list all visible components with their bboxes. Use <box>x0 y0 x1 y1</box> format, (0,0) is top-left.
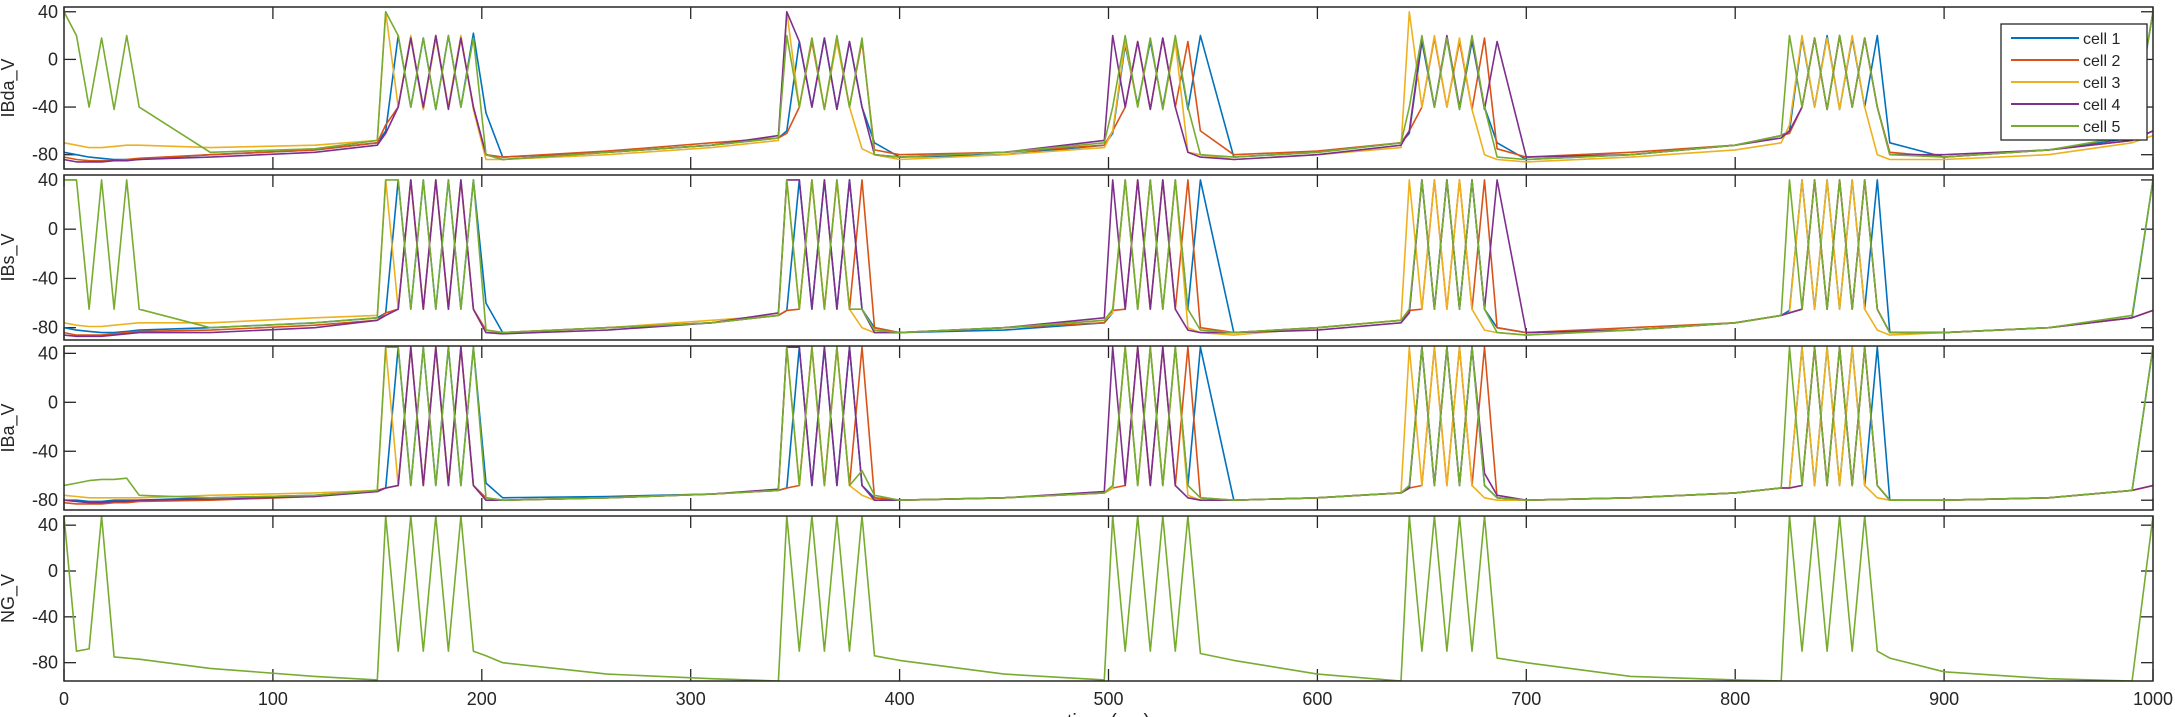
y-tick-label: 40 <box>38 2 58 22</box>
x-tick-label: 900 <box>1929 689 1959 709</box>
plot-area <box>64 179 2153 338</box>
x-tick-label: 100 <box>258 689 288 709</box>
legend-label: cell 3 <box>2083 75 2120 92</box>
legend-label: cell 5 <box>2083 119 2120 136</box>
axes-box <box>63 345 2154 511</box>
legend-label: cell 2 <box>2083 53 2120 70</box>
y-tick-label: 40 <box>38 170 58 190</box>
y-tick-label: 0 <box>48 392 58 412</box>
x-tick-label: 500 <box>1093 689 1123 709</box>
y-tick-label: -80 <box>32 490 58 510</box>
y-tick-label: 0 <box>48 219 58 239</box>
y-axis-label: IBda_V <box>0 58 19 117</box>
y-tick-label: -80 <box>32 653 58 673</box>
plot-area <box>64 346 2153 505</box>
y-tick-label: 40 <box>38 343 58 363</box>
line <box>64 516 2153 681</box>
plot-area <box>64 11 2153 163</box>
y-axis-label: IBs_V <box>0 233 19 281</box>
plot-area <box>64 516 2153 681</box>
x-tick-label: 400 <box>885 689 915 709</box>
y-tick-label: -40 <box>32 441 58 461</box>
y-tick-label: 0 <box>48 561 58 581</box>
axes-box <box>63 515 2154 682</box>
x-tick-label: 1000 <box>2133 689 2173 709</box>
x-tick-label: 0 <box>59 689 69 709</box>
y-tick-label: 40 <box>38 515 58 535</box>
x-tick-label: 200 <box>467 689 497 709</box>
legend-label: cell 1 <box>2083 31 2120 48</box>
y-tick-label: -80 <box>32 318 58 338</box>
x-tick-label: 300 <box>676 689 706 709</box>
axes-box <box>63 6 2154 170</box>
y-tick-label: -40 <box>32 607 58 627</box>
line <box>64 179 2153 336</box>
legend: cell 1 cell 2 cell 3 cell 4 cell 5 <box>2000 23 2148 141</box>
x-tick-label: 800 <box>1720 689 1750 709</box>
y-axis-label: IBa_V <box>0 403 19 452</box>
line <box>64 11 2153 161</box>
x-axis-label: time (ms) <box>1067 711 1150 717</box>
y-axis-label: NG_V <box>0 574 19 623</box>
axes-box <box>63 174 2154 341</box>
y-tick-label: 0 <box>48 49 58 69</box>
y-tick-label: -40 <box>32 268 58 288</box>
y-tick-label: -40 <box>32 97 58 117</box>
x-tick-label: 700 <box>1511 689 1541 709</box>
line <box>64 346 2153 502</box>
legend-label: cell 4 <box>2083 97 2120 114</box>
line <box>64 34 2153 162</box>
x-tick-label: 600 <box>1302 689 1332 709</box>
y-tick-label: -80 <box>32 145 58 165</box>
